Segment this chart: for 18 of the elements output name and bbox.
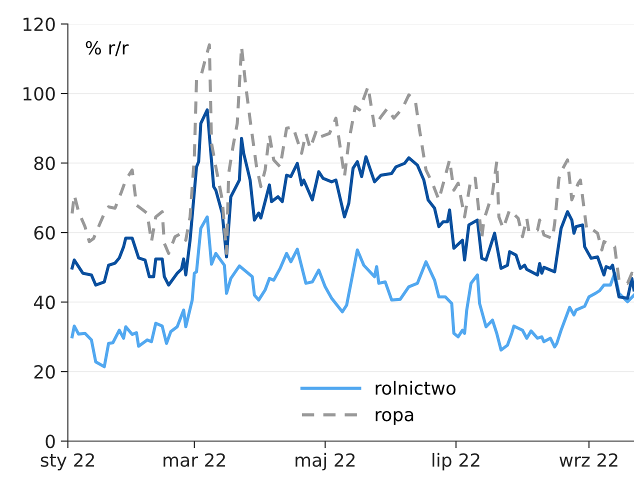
legend-label: ropa [376, 411, 414, 425]
y-tick-label: 0 [46, 434, 55, 448]
y-tick-label: 80 [34, 156, 55, 170]
line-series [70, 43, 634, 285]
y-tick-label: 40 [34, 296, 55, 310]
x-tick-label: lip 22 [432, 452, 480, 470]
y-tick-label: 100 [24, 86, 55, 101]
y-axis-title: % r/r [86, 41, 129, 56]
x-tick-label: maj 22 [296, 452, 355, 470]
x-tick-label: mar 22 [164, 453, 225, 467]
line-series [70, 108, 634, 300]
y-tick-label: 20 [34, 365, 55, 379]
x-tick-label: sty 22 [40, 453, 94, 470]
legend-label: rolnictwo [376, 380, 456, 395]
x-tick-label: wrz 22 [560, 453, 618, 467]
line-series [70, 215, 634, 368]
y-tick-label: 60 [34, 226, 55, 240]
y-tick-label: 120 [24, 17, 55, 32]
